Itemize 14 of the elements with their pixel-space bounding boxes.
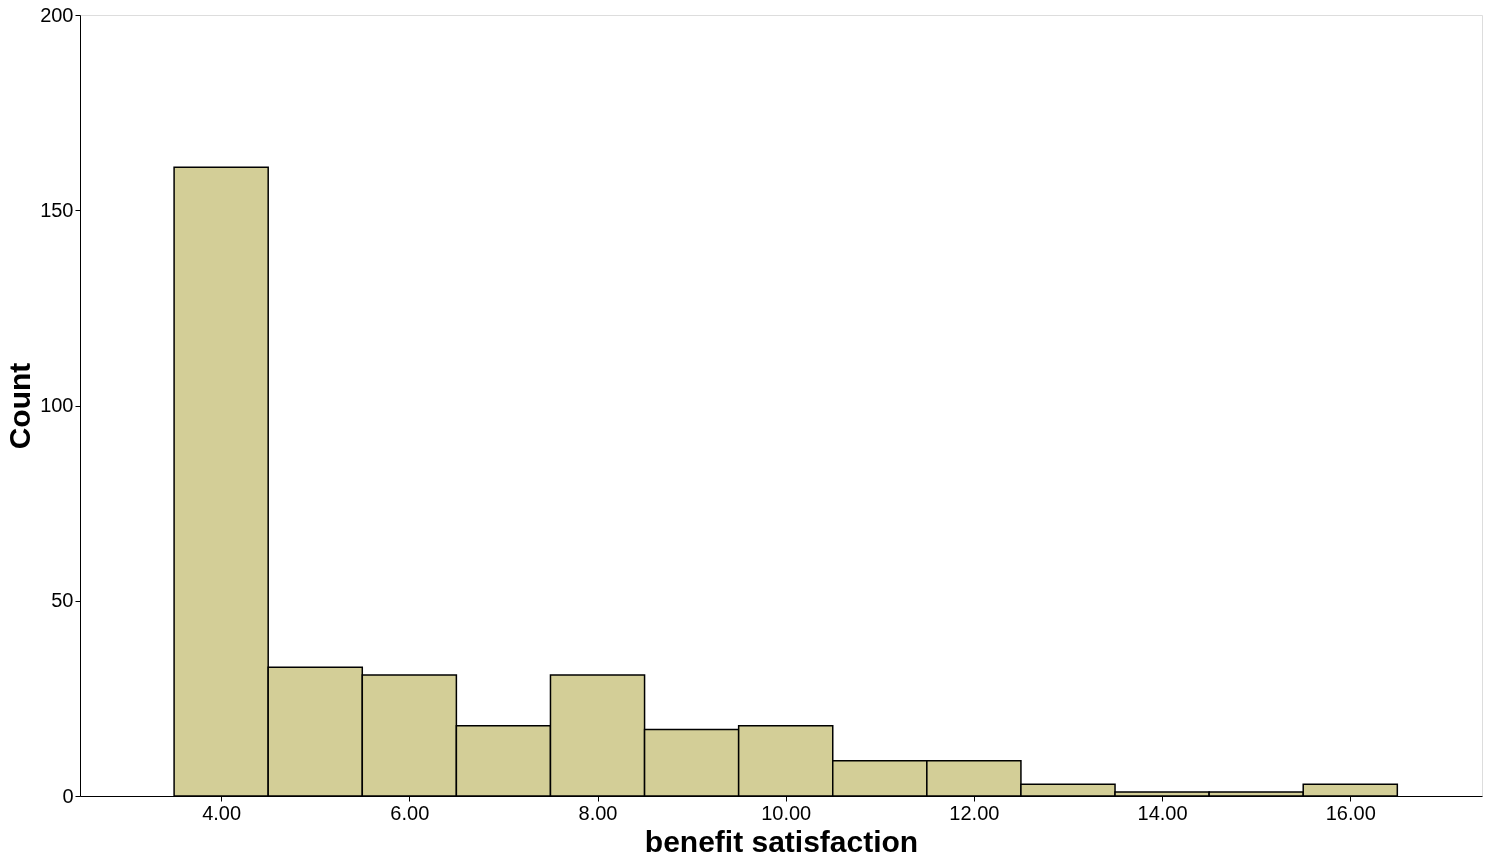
x-tick-label: 14.00 [1137, 801, 1188, 824]
y-tick-label: 200 [40, 3, 74, 26]
x-tick-label: 10.00 [761, 801, 812, 824]
y-tick-label: 150 [40, 198, 74, 221]
y-tick-label: 50 [51, 589, 74, 612]
y-tick-label: 0 [62, 784, 74, 807]
x-tick-label: 6.00 [390, 801, 430, 824]
x-tick-label: 16.00 [1325, 801, 1376, 824]
x-tick-label: 4.00 [202, 801, 242, 824]
x-tick-label: 12.00 [949, 801, 1000, 824]
x-tick-label: 8.00 [578, 801, 618, 824]
y-tick-label: 100 [40, 394, 74, 416]
y-axis-title: Count [3, 362, 37, 450]
x-axis-title: benefit satisfaction [644, 824, 919, 858]
